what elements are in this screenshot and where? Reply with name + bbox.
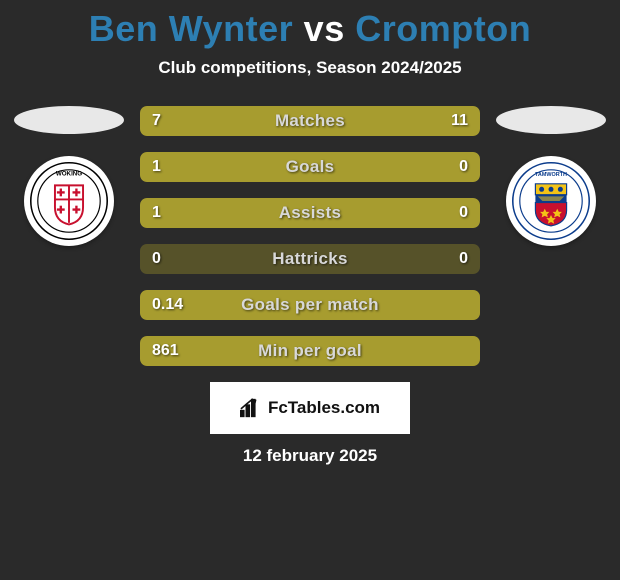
stat-value-left: 1: [152, 198, 161, 228]
crest-right: TAMWORTH: [506, 156, 596, 246]
stat-label: Goals per match: [140, 290, 480, 320]
right-side: TAMWORTH: [496, 106, 606, 246]
stat-value-left: 1: [152, 152, 161, 182]
stat-row: Goals per match0.14: [140, 290, 480, 320]
stat-value-right: 0: [459, 152, 468, 182]
player-left-name: Ben Wynter: [89, 8, 293, 49]
stat-value-right: 11: [451, 106, 468, 136]
date-text: 12 february 2025: [0, 446, 620, 466]
brand-text: FcTables.com: [268, 398, 380, 418]
stat-value-left: 861: [152, 336, 179, 366]
stat-label: Goals: [140, 152, 480, 182]
stat-bars: Matches711Goals10Assists10Hattricks00Goa…: [140, 106, 480, 366]
svg-text:TAMWORTH: TAMWORTH: [535, 172, 567, 178]
comparison-content: WOKING Matches711Goals10Assists10Hattric…: [0, 106, 620, 366]
stat-row: Matches7 11: [140, 106, 480, 136]
page-title: Ben Wynter vs Crompton: [0, 0, 620, 50]
stat-row: Min per goal861: [140, 336, 480, 366]
player-left-silhouette: [14, 106, 124, 134]
stat-value-left: 0: [152, 244, 161, 274]
stat-row: Hattricks0 0: [140, 244, 480, 274]
player-right-name: Crompton: [355, 8, 531, 49]
crest-left: WOKING: [24, 156, 114, 246]
stat-label: Min per goal: [140, 336, 480, 366]
stat-value-left: 0.14: [152, 290, 183, 320]
svg-text:WOKING: WOKING: [56, 170, 82, 177]
woking-crest-icon: WOKING: [30, 162, 108, 240]
stat-value-left: 7: [152, 106, 161, 136]
stat-label: Assists: [140, 198, 480, 228]
stat-value-right: 0: [459, 198, 468, 228]
vs-text: vs: [304, 8, 345, 49]
tamworth-crest-icon: TAMWORTH: [512, 162, 590, 240]
fctables-logo-icon: [240, 398, 262, 418]
stat-row: Goals1 0: [140, 152, 480, 182]
left-side: WOKING: [14, 106, 124, 246]
stat-value-right: 0: [459, 244, 468, 274]
stat-row: Assists1 0: [140, 198, 480, 228]
stat-label: Hattricks: [140, 244, 480, 274]
player-right-silhouette: [496, 106, 606, 134]
brand-box: FcTables.com: [210, 382, 410, 434]
subtitle: Club competitions, Season 2024/2025: [0, 58, 620, 78]
stat-label: Matches: [140, 106, 480, 136]
